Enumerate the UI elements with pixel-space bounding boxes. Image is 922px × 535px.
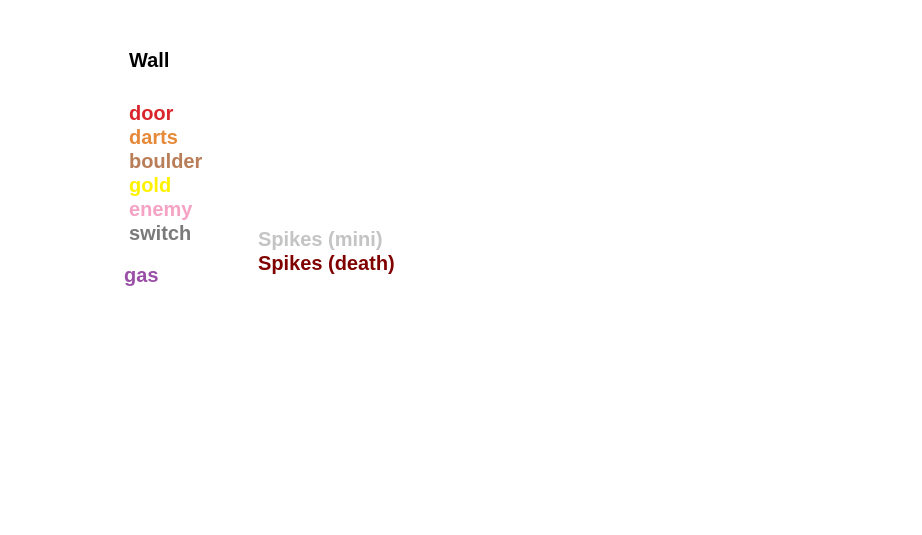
legend-label-darts: darts: [129, 127, 178, 149]
legend-label-switch: switch: [129, 223, 192, 245]
legend-label-spikes-death: Spikes (death): [258, 253, 395, 275]
legend-label-wall: Wall: [129, 50, 170, 72]
legend-label-boulder: boulder: [129, 151, 203, 173]
legend-label-door: door: [129, 103, 174, 125]
legend-label-spikes-mini: Spikes (mini): [258, 229, 383, 251]
legend-label-enemy: enemy: [129, 199, 193, 221]
legend-label-gas: gas: [124, 265, 159, 287]
legend-label-gold: gold: [129, 175, 172, 197]
